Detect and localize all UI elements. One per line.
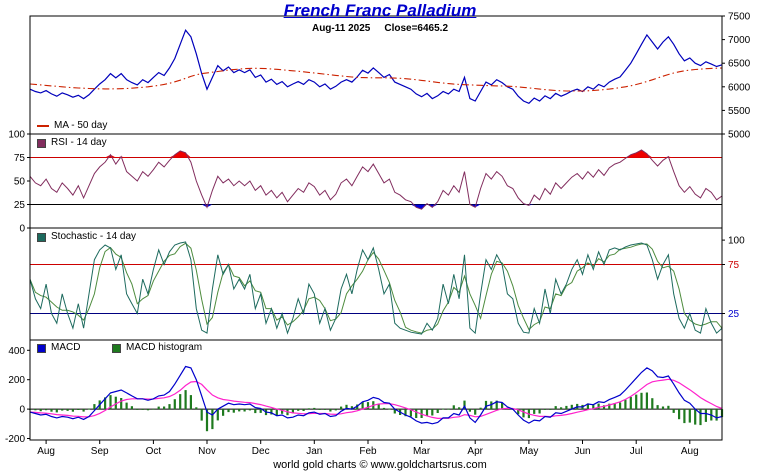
axis-tick-label: 25: [728, 309, 740, 320]
axis-tick-label: 100: [8, 130, 25, 141]
x-tick-label: May: [519, 446, 538, 457]
stoch-k-line: [29, 241, 723, 335]
axis-tick-label: 0: [19, 405, 25, 416]
panel-border: [29, 133, 723, 229]
macd-histogram-legend-label: MACD histogram: [126, 342, 203, 353]
axis-tick-label: 75: [728, 260, 740, 271]
month-axis: Aug Sep Oct Nov Dec Jan Feb Mar Apr May Jun Jul Aug: [37, 440, 699, 457]
stochastic-legend: Stochastic - 14 day: [37, 232, 136, 242]
x-tick-label: Apr: [467, 446, 483, 457]
x-tick-label: Mar: [413, 446, 431, 457]
macd-legend: MACD: [37, 343, 80, 353]
ma-line: [29, 67, 723, 92]
x-tick-label: Jan: [306, 446, 322, 457]
axis-tick-label: 25: [14, 200, 26, 211]
axis-tick-label: 200: [8, 375, 25, 386]
axis-tick-label: 7000: [728, 35, 751, 46]
axis-tick-label: 100: [728, 236, 745, 247]
rsi-legend: RSI - 14 day: [37, 138, 107, 148]
ma-legend: MA - 50 day: [37, 121, 107, 131]
rsi-legend-label: RSI - 14 day: [51, 137, 107, 148]
rsi-overbought-fill: [30, 150, 722, 158]
macd-signal-line: [29, 378, 723, 420]
chart-subtitle: Aug-11 2025 Close=6465.2: [0, 23, 760, 34]
macd-legend-marker: [37, 343, 46, 353]
subtitle-close: Close=6465.2: [384, 23, 449, 34]
axis-tick-label: 75: [14, 153, 26, 164]
macd-line: [29, 365, 723, 425]
ma-legend-label: MA - 50 day: [54, 120, 108, 131]
page-title: French Franc Palladium: [283, 1, 477, 20]
x-tick-label: Feb: [359, 446, 377, 457]
axis-tick-label: 0: [19, 224, 25, 235]
panel-border: [29, 339, 723, 441]
axis-tick-label: 50: [14, 177, 26, 188]
rsi-line: [29, 149, 723, 210]
x-tick-label: Sep: [91, 446, 109, 457]
stochastic-legend-label: Stochastic - 14 day: [51, 231, 137, 242]
panel-border: [29, 227, 723, 341]
macd-histogram-legend: MACD histogram: [112, 343, 202, 353]
subtitle-date: Aug-11 2025: [311, 23, 371, 34]
x-tick-label: Jul: [630, 446, 643, 457]
axis-tick-label: 7500: [728, 12, 751, 23]
macd-legend-label: MACD: [51, 342, 81, 353]
axis-tick-label: 5000: [728, 130, 751, 141]
macd-histogram-legend-marker: [112, 343, 121, 353]
price-line: [29, 29, 723, 105]
x-tick-label: Aug: [681, 446, 699, 457]
axis-tick-label: 400: [8, 346, 25, 357]
footer-credit: world gold charts © www.goldchartsrus.co…: [273, 459, 487, 471]
axis-tick-label: -200: [5, 434, 25, 445]
axis-tick-label: 5500: [728, 106, 751, 117]
stochastic-legend-marker: [37, 232, 46, 242]
axis-tick-label: 6000: [728, 82, 751, 93]
x-tick-label: Oct: [146, 446, 162, 457]
axis-tick-label: 6500: [728, 59, 751, 70]
rsi-oversold-fill: [30, 204, 722, 210]
x-tick-label: Nov: [198, 446, 216, 457]
rsi-legend-marker: [37, 138, 46, 148]
x-tick-label: Aug: [37, 446, 55, 457]
x-tick-label: Jun: [574, 446, 590, 457]
x-tick-label: Dec: [252, 446, 270, 457]
ma-legend-marker: [37, 125, 49, 127]
